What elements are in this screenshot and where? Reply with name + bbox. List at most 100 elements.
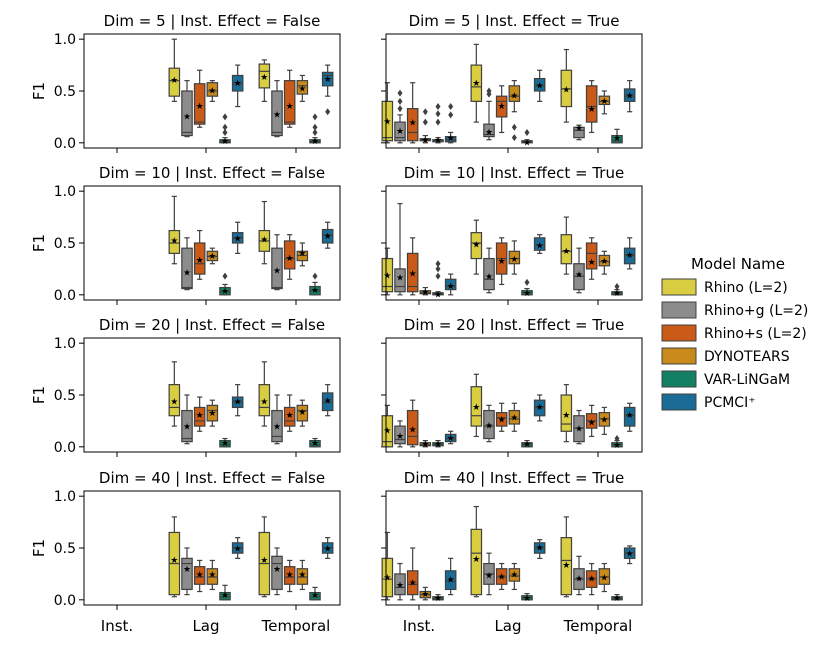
mean-marker: ★ [600,97,608,107]
mean-marker: ★ [273,266,281,276]
box-VAR-LiNGaM: ★ [309,272,321,296]
legend-swatch [661,347,697,365]
box-iqr [219,440,231,448]
box-iqr [181,409,193,443]
mean-marker: ★ [626,550,634,560]
mean-marker: ★ [396,127,404,137]
box-DYNOTEARS: ★ [598,562,611,593]
subplot-title: Dim = 10 | Inst. Effect = True [404,164,624,182]
box-Rhino+s (L=2): ★ [283,69,296,128]
box-PCMCI⁺: ★ [321,64,334,116]
box-iqr [206,82,219,97]
mean-marker: ★ [196,570,204,580]
box-Rhino+g (L=2): ★ [573,555,585,596]
mean-marker: ★ [421,288,429,298]
outlier-point [448,111,454,119]
outlier-point [312,128,318,136]
box-iqr [508,409,521,425]
subplot-frame [385,33,643,149]
box-Rhino+s (L=2): ★ [585,404,598,438]
box-PCMCI⁺: ★ [623,237,636,270]
box-iqr [470,232,483,260]
box-iqr [296,80,309,95]
box-Rhino+s (L=2): ★ [495,85,508,134]
mean-marker: ★ [498,572,506,582]
box-Rhino+s (L=2): ★ [283,394,296,432]
box-iqr [193,83,206,125]
legend-swatch [661,278,697,296]
box-VAR-LiNGaM: ★ [611,283,623,299]
box-iqr [283,80,296,125]
box-iqr [271,409,283,443]
mean-marker: ★ [523,289,531,299]
mean-marker: ★ [298,408,306,418]
box-PCMCI⁺: ★ [444,557,457,596]
box-Rhino+g (L=2): ★ [483,404,495,443]
box-DYNOTEARS: ★ [206,559,219,591]
box-VAR-LiNGaM: ★ [309,437,321,449]
box-Rhino (L=2): ★ [560,216,573,275]
box-iqr [258,63,271,89]
box-iqr [271,90,283,137]
mean-marker: ★ [170,76,178,86]
subplot-title: Dim = 5 | Inst. Effect = False [104,12,321,30]
mean-marker: ★ [472,79,480,89]
box-iqr [283,406,296,427]
box-iqr [381,415,394,448]
box-DYNOTEARS: ★ [296,559,309,591]
subplot-title: Dim = 5 | Inst. Effect = True [409,12,620,30]
mean-marker: ★ [396,581,404,591]
mean-marker: ★ [170,398,178,408]
mean-marker: ★ [472,403,480,413]
box-VAR-LiNGaM: ★ [309,113,321,147]
box-iqr [283,240,296,270]
outlier-point [325,108,331,116]
outlier-point [511,134,517,142]
subplot-title: Dim = 20 | Inst. Effect = False [99,316,325,334]
mean-marker: ★ [286,102,294,112]
box-iqr [181,90,193,137]
mean-marker: ★ [273,110,281,120]
x-tick-label: Lag [192,617,219,635]
mean-marker: ★ [562,85,570,95]
box-DYNOTEARS: ★ [508,80,521,142]
box-iqr [470,64,483,102]
box-iqr [508,250,521,265]
box-PCMCI⁺: ★ [231,537,244,559]
box-VAR-LiNGaM: ★ [219,272,231,297]
mean-marker: ★ [575,425,583,435]
box-DYNOTEARS: ★ [206,247,219,265]
mean-marker: ★ [183,269,191,279]
box-iqr [598,95,611,106]
box-Rhino+s (L=2): ★ [585,237,598,280]
mean-marker: ★ [510,413,518,423]
box-Rhino+s (L=2): ★ [406,547,419,601]
box-Rhino+s (L=2): ★ [406,237,419,296]
mean-marker: ★ [183,423,191,433]
legend-item: Rhino+g (L=2) [661,301,808,319]
mean-marker: ★ [324,232,332,242]
mean-marker: ★ [472,241,480,251]
mean-marker: ★ [298,84,306,94]
box-PCMCI⁺: ★ [231,221,244,254]
box-iqr [508,85,521,102]
box-PCMCI⁺: ★ [321,384,334,417]
mean-marker: ★ [311,439,319,449]
box-VAR-LiNGaM: ★ [219,437,231,449]
outlier-point [397,89,403,97]
box-VAR-LiNGaM: ★ [432,260,444,300]
box-Rhino+g (L=2): ★ [573,124,585,141]
box-iqr [533,237,546,251]
x-tick-label: Temporal [261,617,331,635]
box-PCMCI⁺: ★ [321,221,334,249]
box-Rhino+s (L=2): ★ [585,562,598,596]
box-iqr [560,234,573,265]
box-Rhino+s (L=2): ★ [193,396,206,432]
legend-label: DYNOTEARS [704,349,790,365]
box-iqr [623,88,636,102]
box-VAR-LiNGaM: ★ [521,278,533,299]
box-Rhino+g (L=2): ★ [573,409,585,445]
box-Rhino+s (L=2): ★ [406,399,419,448]
mean-marker: ★ [298,570,306,580]
